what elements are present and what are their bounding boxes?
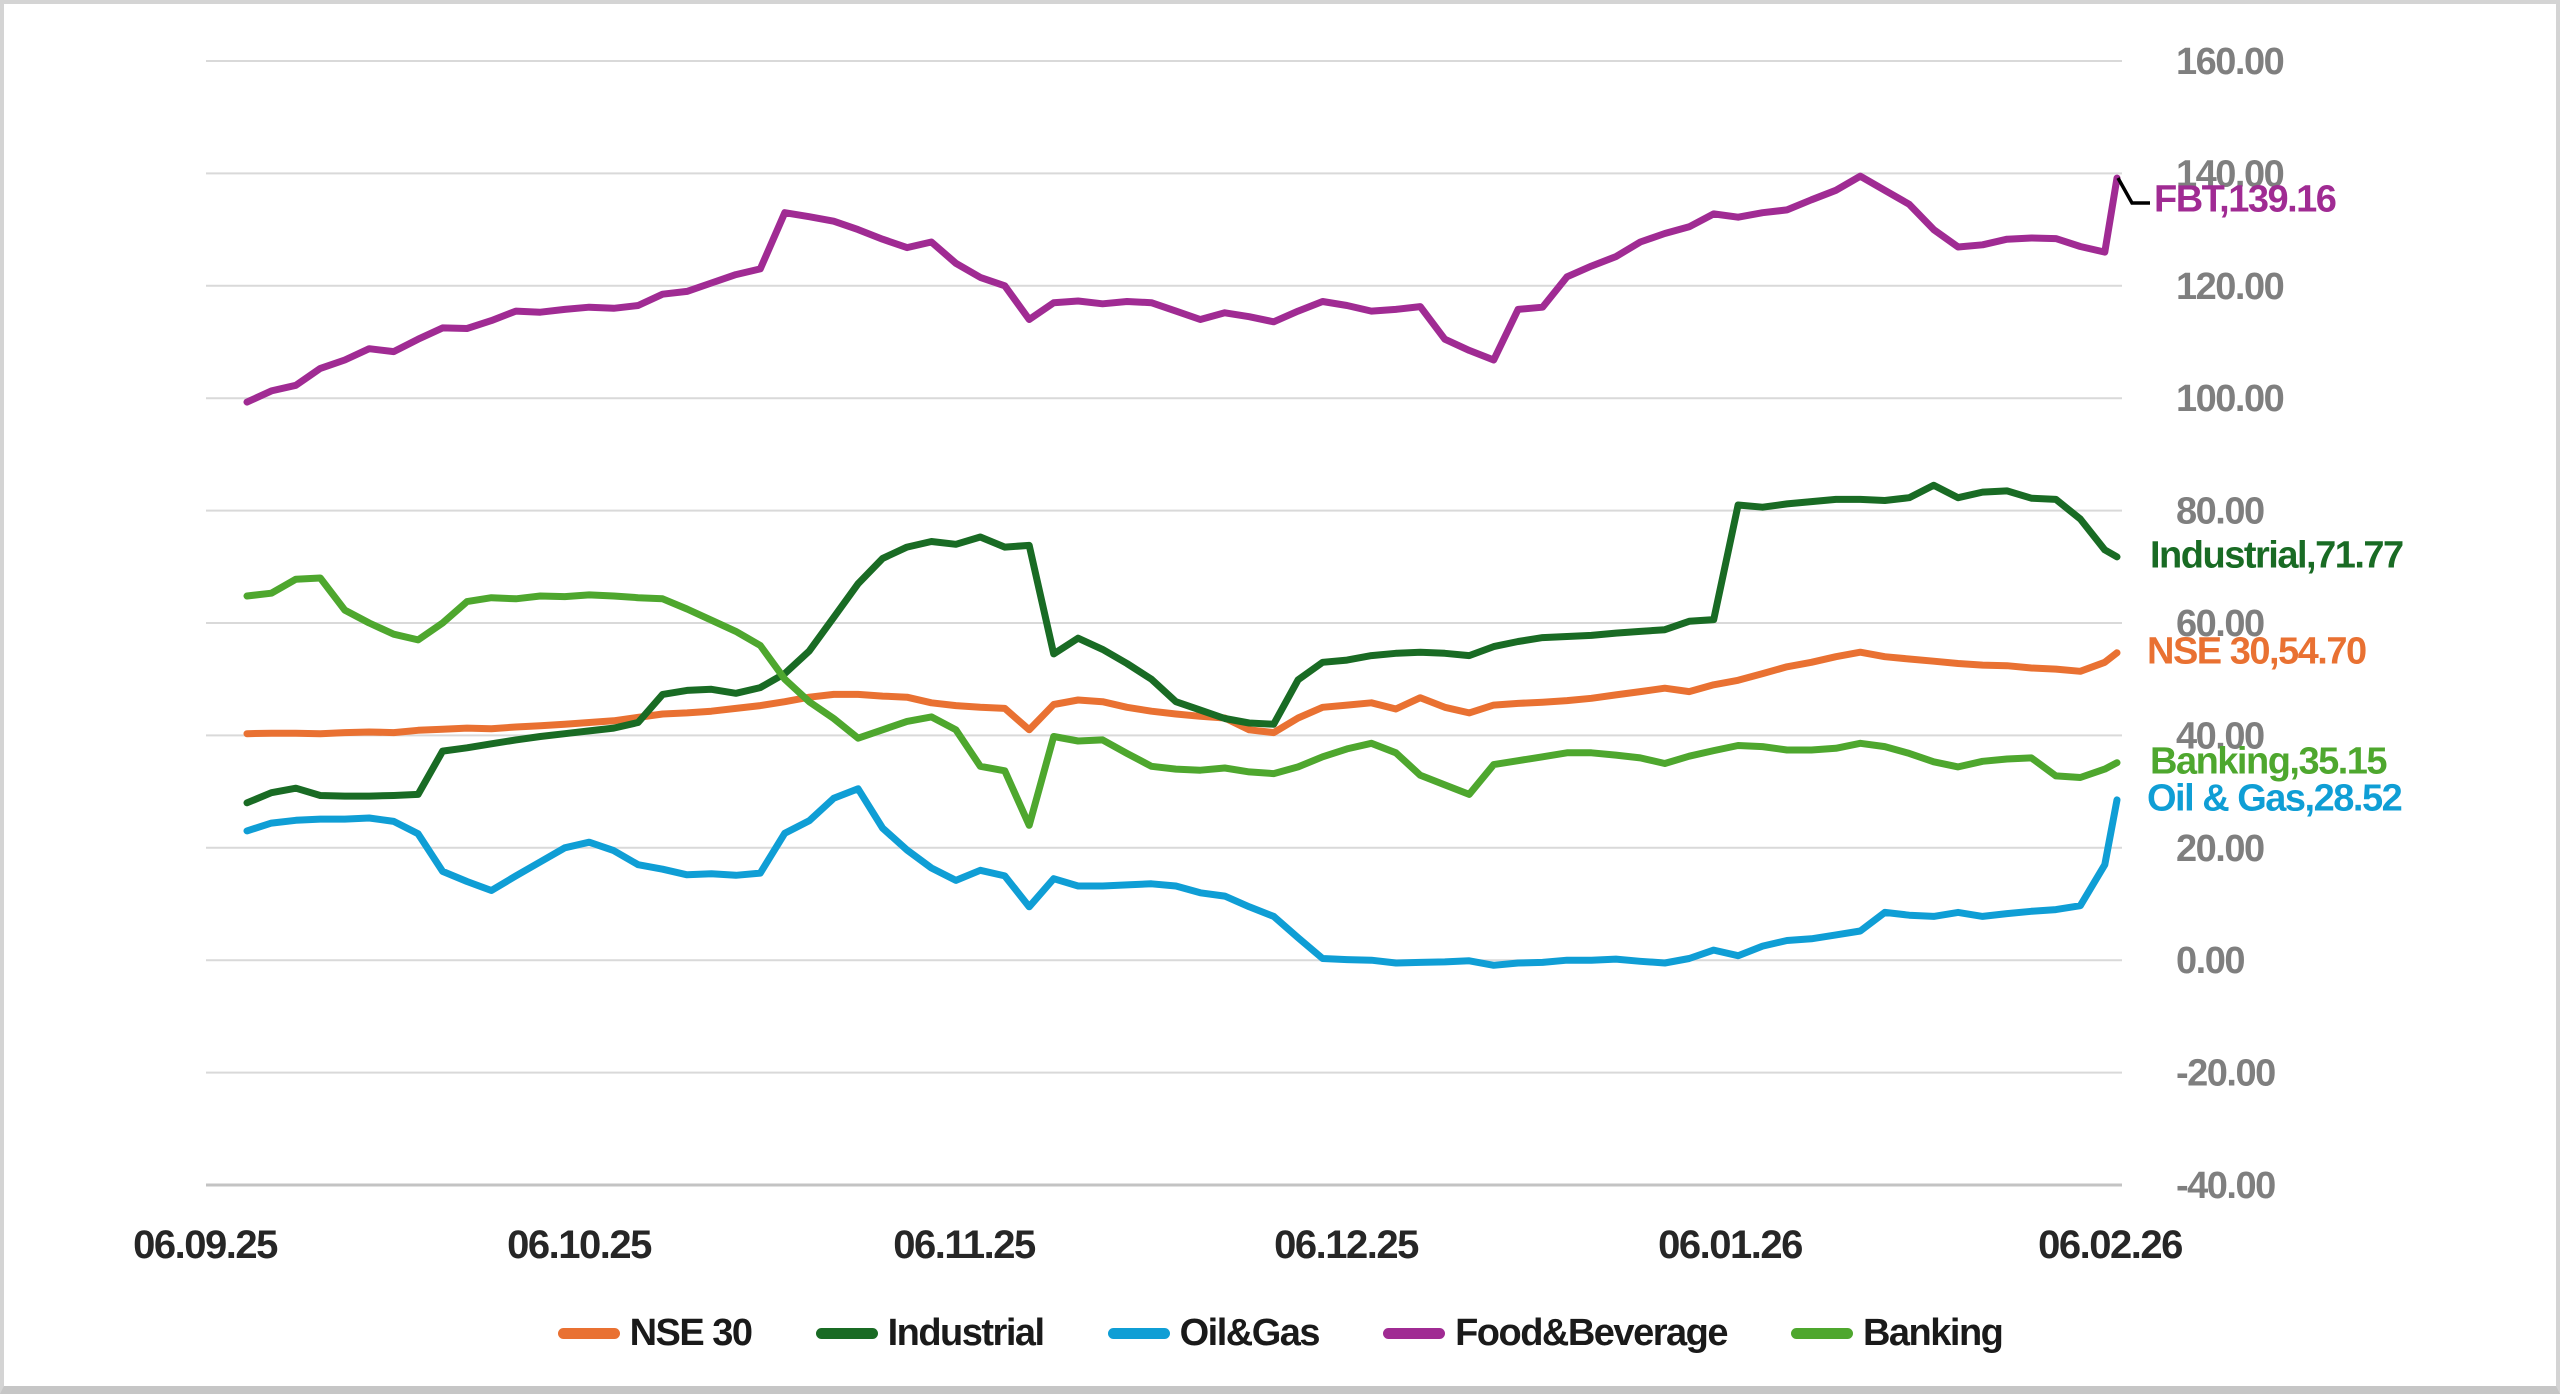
fbt-leader-line <box>2116 177 2150 205</box>
x-tick-label: 06.12.25 <box>1274 1223 1419 1267</box>
y-tick-label: 120.00 <box>2176 266 2284 308</box>
legend-swatch-banking <box>1790 1328 1853 1339</box>
legend-item-banking[interactable]: Banking <box>1790 1312 2004 1355</box>
series-line-industrial <box>243 481 2121 807</box>
y-tick-label: 80.00 <box>2176 491 2264 533</box>
series-lines <box>243 172 2121 969</box>
end-label-nse30: NSE 30,54.70 <box>2147 630 2367 673</box>
series-line-nse-30 <box>243 648 2121 738</box>
series-line-food-beverage <box>243 172 2121 406</box>
legend-item-food-beverage[interactable]: Food&Beverage <box>1383 1312 1728 1355</box>
end-label-food-beverage: FBT,139.16 <box>2154 178 2337 221</box>
legend-swatch-nse30 <box>557 1328 620 1339</box>
chart-legend: NSE 30 Industrial Oil&Gas Food&Beverage … <box>4 1312 2556 1355</box>
y-tick-label: 0.00 <box>2176 940 2244 982</box>
line-chart-canvas: 160.00 140.00 120.00 100.00 80.00 60.00 40.00 2… <box>133 41 2285 1267</box>
legend-label: NSE 30 <box>629 1312 753 1354</box>
legend-label: Banking <box>1862 1312 2004 1354</box>
end-label-industrial: Industrial,71.77 <box>2150 534 2404 577</box>
y-axis-tick-labels: 160.00 140.00 120.00 100.00 80.00 60.00 40.00 2… <box>2176 41 2285 1207</box>
gridlines <box>206 60 2122 1187</box>
y-tick-label: 100.00 <box>2176 378 2284 420</box>
legend-label: Oil&Gas <box>1179 1312 1321 1354</box>
series-line-oil-gas <box>243 785 2121 969</box>
legend-label: Industrial <box>887 1312 1046 1354</box>
y-tick-label: -20.00 <box>2176 1053 2275 1095</box>
legend-label: Food&Beverage <box>1455 1312 1728 1354</box>
y-tick-label: 140.00 <box>2176 153 2284 195</box>
legend-swatch-industrial <box>815 1328 878 1339</box>
series-line-banking <box>243 574 2121 829</box>
y-tick-label: 40.00 <box>2176 715 2264 757</box>
y-tick-label: -40.00 <box>2176 1165 2275 1207</box>
end-label-banking: Banking,35.15 <box>2150 740 2388 783</box>
legend-item-oil-gas[interactable]: Oil&Gas <box>1107 1312 1321 1355</box>
legend-item-industrial[interactable]: Industrial <box>815 1312 1046 1355</box>
x-tick-label: 06.11.25 <box>893 1223 1036 1267</box>
x-axis-tick-labels: 06.09.25 06.10.25 06.11.25 06.12.25 06.01.26… <box>133 1223 2183 1267</box>
y-tick-label: 160.00 <box>2176 41 2284 83</box>
legend-swatch-food-beverage <box>1383 1328 1446 1339</box>
y-tick-label: 20.00 <box>2176 828 2264 870</box>
x-tick-label: 06.01.26 <box>1658 1223 1802 1267</box>
x-tick-label: 06.09.25 <box>133 1223 278 1267</box>
x-tick-label: 06.02.26 <box>2038 1223 2182 1267</box>
end-label-oil-gas: Oil & Gas,28.52 <box>2147 777 2403 820</box>
y-tick-label: 60.00 <box>2176 603 2264 645</box>
legend-swatch-oil-gas <box>1107 1328 1170 1339</box>
x-tick-label: 06.10.25 <box>507 1223 652 1267</box>
legend-item-nse30[interactable]: NSE 30 <box>557 1312 753 1355</box>
